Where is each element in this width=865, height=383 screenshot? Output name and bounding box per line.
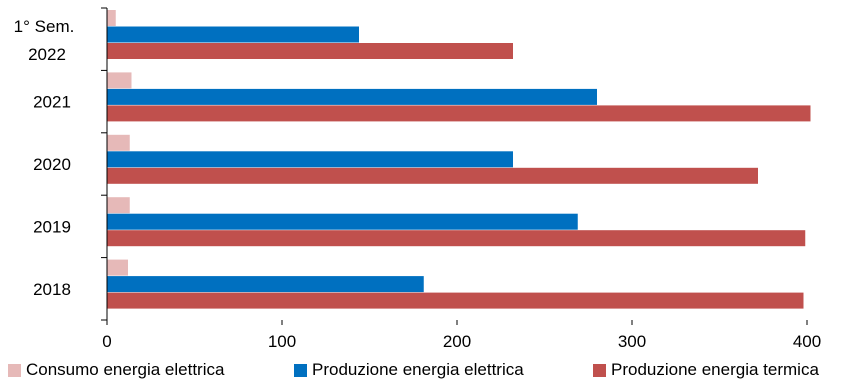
bar-produzione-energia-elettrica-1 <box>107 88 597 105</box>
x-axis: 0 100 200 300 400 <box>102 320 821 351</box>
legend-label: Produzione energia elettrica <box>312 360 524 379</box>
legend-item: Produzione energia elettrica <box>294 360 524 380</box>
bar-chart: 1° Sem. 2022 2021 2020 2019 2018 0 100 200 300 40… <box>14 7 821 351</box>
y-tick-label: 2020 <box>33 155 71 174</box>
x-tick-label: 0 <box>102 332 111 351</box>
legend-item: Consumo energia elettrica <box>8 360 224 380</box>
bar-produzione-energia-termica-4 <box>107 292 804 309</box>
y-ticks: 1° Sem. 2022 2021 2020 2019 2018 <box>14 7 107 321</box>
legend-label: Produzione energia termica <box>611 360 819 379</box>
x-tick-label: 300 <box>618 332 646 351</box>
bar-produzione-energia-elettrica-3 <box>107 213 578 230</box>
legend-swatch <box>294 363 307 377</box>
bar-produzione-energia-elettrica-0 <box>107 26 359 43</box>
bars-layer <box>107 10 811 309</box>
bar-consumo-energia-elettrica-2 <box>107 134 130 151</box>
y-tick-label: 2018 <box>33 280 71 299</box>
bar-produzione-energia-termica-3 <box>107 230 806 247</box>
legend-swatch <box>8 363 21 377</box>
bar-produzione-energia-termica-2 <box>107 167 758 184</box>
bar-consumo-energia-elettrica-0 <box>107 10 116 26</box>
bar-produzione-energia-elettrica-4 <box>107 276 424 293</box>
x-tick-label: 400 <box>793 332 821 351</box>
bar-produzione-energia-termica-1 <box>107 105 811 122</box>
legend-swatch <box>593 363 606 377</box>
bar-consumo-energia-elettrica-1 <box>107 72 132 89</box>
bar-consumo-energia-elettrica-4 <box>107 259 128 276</box>
x-tick-label: 200 <box>443 332 471 351</box>
bar-consumo-energia-elettrica-3 <box>107 197 130 214</box>
y-tick-label: 2019 <box>33 217 71 236</box>
y-tick-label: 2021 <box>33 93 71 112</box>
y-tick-label: 1° Sem. 2022 <box>14 17 75 64</box>
legend-label: Consumo energia elettrica <box>26 360 225 379</box>
bar-produzione-energia-elettrica-2 <box>107 151 513 168</box>
legend: Consumo energia elettrica Produzione ener… <box>0 358 865 383</box>
x-tick-label: 100 <box>268 332 296 351</box>
bar-produzione-energia-termica-0 <box>107 43 513 59</box>
legend-item: Produzione energia termica <box>593 360 819 380</box>
